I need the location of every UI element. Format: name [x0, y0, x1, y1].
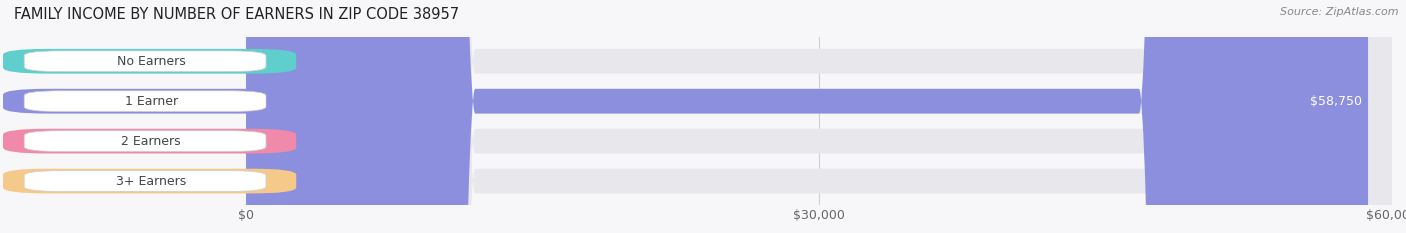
Text: 1 Earner: 1 Earner	[125, 95, 177, 108]
FancyBboxPatch shape	[3, 49, 297, 74]
Text: $0: $0	[267, 135, 283, 148]
Text: 2 Earners: 2 Earners	[121, 135, 181, 148]
FancyBboxPatch shape	[246, 0, 1392, 233]
FancyBboxPatch shape	[246, 0, 1392, 233]
Text: $0: $0	[267, 55, 283, 68]
Text: $58,750: $58,750	[1310, 95, 1362, 108]
FancyBboxPatch shape	[24, 91, 266, 112]
FancyBboxPatch shape	[24, 171, 266, 192]
FancyBboxPatch shape	[24, 51, 266, 72]
Text: 3+ Earners: 3+ Earners	[117, 175, 186, 188]
FancyBboxPatch shape	[246, 0, 1392, 233]
Text: $0: $0	[267, 175, 283, 188]
FancyBboxPatch shape	[3, 129, 297, 154]
FancyBboxPatch shape	[246, 0, 1392, 233]
FancyBboxPatch shape	[3, 89, 297, 113]
Text: No Earners: No Earners	[117, 55, 186, 68]
FancyBboxPatch shape	[246, 0, 1368, 233]
FancyBboxPatch shape	[3, 169, 297, 193]
Text: Source: ZipAtlas.com: Source: ZipAtlas.com	[1281, 7, 1399, 17]
FancyBboxPatch shape	[24, 131, 266, 151]
Text: FAMILY INCOME BY NUMBER OF EARNERS IN ZIP CODE 38957: FAMILY INCOME BY NUMBER OF EARNERS IN ZI…	[14, 7, 460, 22]
